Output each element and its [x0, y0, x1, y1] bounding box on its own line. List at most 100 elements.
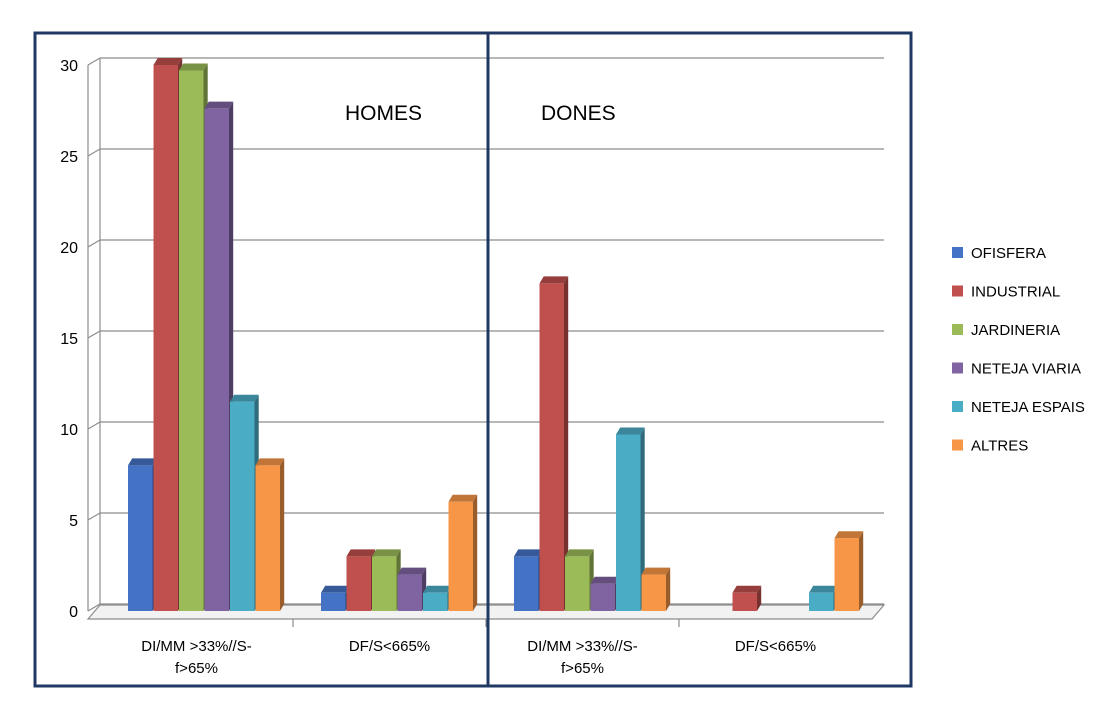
y-tick-label: 5: [69, 513, 78, 530]
annotation-homes: HOMES: [345, 102, 422, 125]
bar-front: [448, 501, 473, 611]
bar-side: [757, 585, 762, 611]
legend-swatch: [952, 401, 963, 412]
bar-top: [539, 276, 569, 284]
chart-floor: [86, 604, 886, 620]
gridline-side: [87, 239, 101, 248]
bar-side: [666, 567, 671, 611]
bar: [230, 394, 259, 611]
bar-top: [565, 549, 594, 557]
bar: [514, 549, 543, 611]
gridline-side: [87, 603, 101, 612]
bar-top: [397, 567, 427, 575]
legend-item: OFISFERA: [952, 245, 1046, 262]
legend-swatch: [952, 362, 963, 374]
x-category-label: DF/S<665%: [349, 638, 430, 655]
gridline-side: [87, 330, 101, 339]
bar: [128, 458, 157, 611]
y-tick-label: 20: [60, 240, 78, 257]
axes: [86, 58, 886, 627]
gridline-side: [87, 421, 101, 430]
bar-top: [372, 549, 401, 557]
bar-front: [641, 574, 666, 611]
bar: [590, 576, 620, 611]
bar-front: [590, 583, 615, 611]
legend-item: NETEJA VIARIA: [952, 361, 1081, 378]
bar-front: [732, 592, 757, 611]
bar-top: [448, 494, 478, 502]
bar-front: [204, 108, 229, 612]
gridline-side: [87, 512, 101, 521]
bar-top: [230, 394, 259, 402]
bar-front: [321, 592, 346, 611]
legend-item: ALTRES: [952, 438, 1028, 455]
panel-frames: [33, 31, 913, 688]
bars: [128, 58, 864, 612]
legend-swatch: [952, 285, 963, 297]
bar: [539, 276, 569, 611]
bar-top: [128, 458, 157, 466]
bar-top: [255, 458, 285, 466]
bar: [397, 567, 427, 611]
legend: OFISFERA INDUSTRIAL JARDINERIA NETEJA VIARI…: [952, 245, 1085, 455]
legend-label: OFISFERA: [971, 245, 1046, 262]
bar-front: [255, 465, 280, 611]
bar: [321, 585, 350, 611]
bar-top: [834, 531, 864, 539]
bar-front: [539, 283, 564, 611]
bar-front: [834, 538, 859, 611]
bar: [565, 549, 594, 611]
legend-label: NETEJA ESPAIS: [971, 399, 1085, 416]
bar-front: [153, 65, 178, 611]
bar: [346, 549, 376, 611]
bar-front: [809, 592, 834, 611]
bar-front: [616, 434, 641, 611]
plot-area: 0 5 10 15 20 25 30 DI/MM >33%//S-f>65% DF/S<665…: [60, 57, 886, 677]
bar-front: [565, 556, 590, 611]
bar: [834, 531, 864, 611]
bar: [255, 458, 285, 611]
bar: [153, 58, 183, 611]
bar-front: [514, 556, 539, 611]
legend-swatch: [952, 324, 963, 335]
bar-top: [616, 427, 645, 435]
bar-top: [321, 585, 350, 593]
y-tick-label: 10: [60, 422, 78, 439]
bar-front: [423, 592, 448, 611]
legend-item: INDUSTRIAL: [952, 284, 1060, 301]
bar-side: [640, 427, 645, 611]
legend-label: JARDINERIA: [971, 322, 1060, 339]
legend-label: INDUSTRIAL: [971, 284, 1060, 301]
y-tick-label: 30: [60, 58, 78, 75]
bar-top: [204, 101, 234, 109]
bar: [372, 549, 401, 611]
legend-label: NETEJA VIARIA: [971, 361, 1081, 378]
bar: [423, 585, 452, 611]
bar: [448, 494, 478, 611]
bar: [732, 585, 762, 611]
y-tick-label: 15: [60, 331, 78, 348]
bar-side: [564, 276, 569, 611]
x-category-label: DI/MM >33%//S-f>65%: [141, 638, 251, 677]
bar-side: [859, 531, 864, 611]
bar-top: [179, 63, 208, 71]
gridline-side: [87, 57, 101, 66]
y-axis-ticks: 0 5 10 15 20 25 30: [60, 58, 78, 621]
legend-item: NETEJA ESPAIS: [952, 399, 1085, 416]
bar-top: [732, 585, 762, 593]
bar-top: [346, 549, 376, 557]
bar-top: [514, 549, 543, 557]
x-axis-categories: DI/MM >33%//S-f>65% DF/S<665% DI/MM >33%//…: [141, 638, 816, 677]
bar-top: [153, 58, 183, 65]
bar-front: [397, 574, 422, 611]
annotations: HOMES DONES: [345, 102, 616, 125]
legend-label: ALTRES: [971, 438, 1028, 455]
bar: [204, 101, 234, 612]
bar: [641, 567, 671, 611]
legend-swatch: [952, 439, 963, 451]
bar-side: [280, 458, 285, 611]
bar-top: [641, 567, 671, 575]
bar: [809, 585, 838, 611]
bar-top: [590, 576, 620, 584]
